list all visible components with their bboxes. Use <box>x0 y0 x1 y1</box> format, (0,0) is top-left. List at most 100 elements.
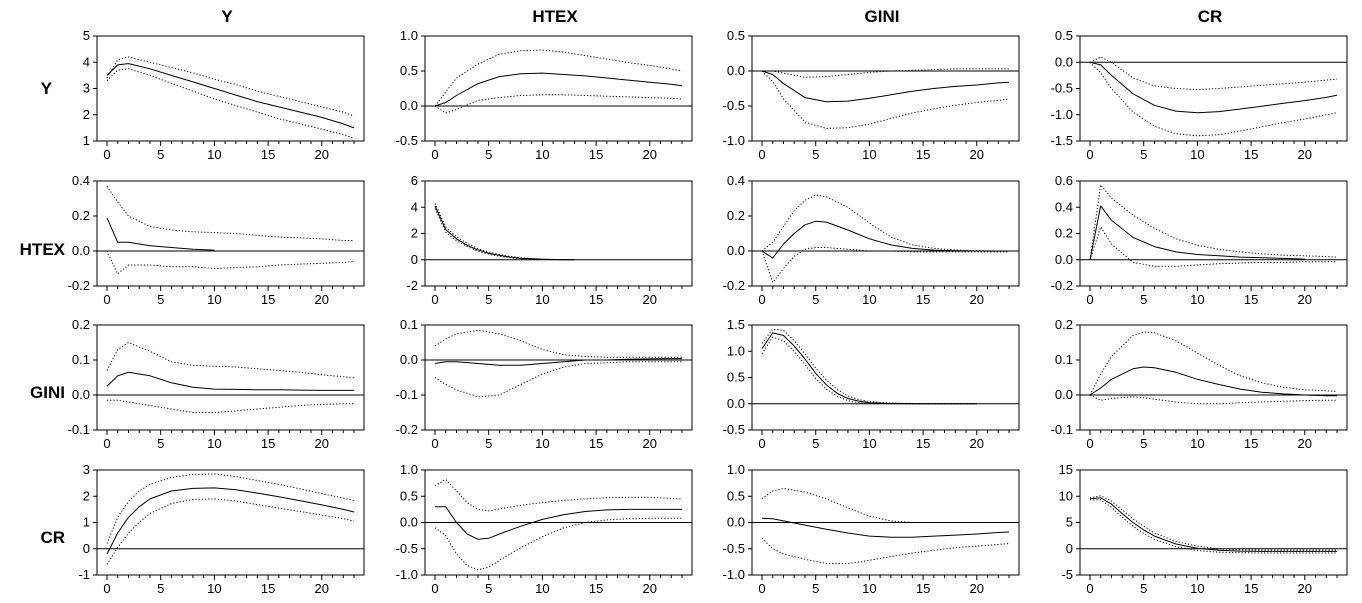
x-tick-label: 15 <box>916 581 930 596</box>
impulse-response-line <box>434 72 683 107</box>
panel-gini-gini: -0.5 0.0 0.5 1.0 1.5 0 5 10 15 20 <box>723 317 1020 451</box>
x-tick-label: 10 <box>207 581 221 596</box>
x-tick-label: 20 <box>970 581 984 596</box>
x-tick-label: 20 <box>643 292 657 307</box>
upper-confidence-band <box>762 68 1009 78</box>
x-tick-label: 5 <box>485 581 492 596</box>
panel-gini-y: -1.0 -0.5 0.0 0.5 0 5 10 15 20 <box>723 28 1020 162</box>
panel-y-cr: -1 0 1 2 3 0 5 10 15 20 <box>78 462 365 596</box>
y-tick-label: -0.5 <box>396 541 418 556</box>
x-tick-label: 20 <box>1298 147 1312 162</box>
x-tick-label: 15 <box>261 436 275 451</box>
x-tick-label: 20 <box>970 436 984 451</box>
y-tick-label: 0.5 <box>727 28 745 43</box>
x-tick-label: 10 <box>1190 436 1204 451</box>
x-tick-label: 15 <box>1244 436 1258 451</box>
panel-cr-htex: -0.2 0.0 0.2 0.4 0.6 0 5 10 15 20 <box>1051 173 1348 307</box>
upper-confidence-band <box>1089 184 1338 260</box>
x-tick-label: 20 <box>315 581 329 596</box>
x-tick-label: 15 <box>1244 292 1258 307</box>
x-tick-label: 10 <box>1190 147 1204 162</box>
column-title-gini: GINI <box>865 7 900 26</box>
x-tick-label: 0 <box>758 292 765 307</box>
y-tick-label: 5 <box>83 28 90 43</box>
y-tick-label: 0 <box>1066 541 1073 556</box>
x-tick-label: 15 <box>589 147 603 162</box>
x-tick-label: 15 <box>261 292 275 307</box>
impulse-response-line <box>1089 61 1338 114</box>
x-tick-label: 5 <box>157 292 164 307</box>
y-tick-label: -2 <box>406 278 418 293</box>
y-tick-label: 0.1 <box>1055 352 1073 367</box>
y-tick-label: -0.2 <box>723 278 745 293</box>
y-tick-label: 0.6 <box>1055 173 1073 188</box>
lower-confidence-band <box>106 68 355 139</box>
upper-confidence-band <box>1089 495 1337 551</box>
x-tick-label: 0 <box>758 436 765 451</box>
y-tick-label: -1.0 <box>396 567 418 582</box>
lower-confidence-band <box>106 250 355 275</box>
y-tick-label: 3 <box>83 81 90 96</box>
y-tick-label: 0.0 <box>727 396 745 411</box>
y-tick-label: 0.4 <box>727 173 745 188</box>
x-tick-label: 5 <box>1140 581 1147 596</box>
x-tick-label: 15 <box>589 581 603 596</box>
y-tick-label: -1.5 <box>1051 133 1073 148</box>
x-tick-label: 5 <box>157 147 164 162</box>
x-tick-label: 15 <box>916 436 930 451</box>
plot-frame <box>96 180 365 287</box>
upper-confidence-band <box>106 56 355 117</box>
impulse-response-line <box>106 371 354 391</box>
x-tick-label: 0 <box>431 581 438 596</box>
plot-frame <box>1079 35 1348 142</box>
y-tick-label: 1.0 <box>400 462 418 477</box>
impulse-response-line <box>761 220 1009 259</box>
y-tick-label: 1.0 <box>727 343 745 358</box>
x-tick-label: 20 <box>315 292 329 307</box>
x-tick-label: 10 <box>862 581 876 596</box>
x-tick-label: 5 <box>812 436 819 451</box>
y-tick-label: 0.2 <box>72 317 90 332</box>
x-tick-label: 10 <box>535 581 549 596</box>
x-tick-label: 0 <box>103 292 110 307</box>
y-tick-label: 0.2 <box>72 208 90 223</box>
y-tick-label: 0.2 <box>1055 317 1073 332</box>
plot-frame <box>751 35 1020 142</box>
panel-htex-htex: -2 0 2 4 6 0 5 10 15 20 <box>406 173 693 307</box>
y-tick-label: -0.1 <box>68 422 90 437</box>
y-tick-label: 0.2 <box>727 208 745 223</box>
upper-confidence-band <box>761 328 977 405</box>
x-tick-label: 20 <box>643 581 657 596</box>
impulse-response-line <box>1089 366 1337 397</box>
panel-y-htex: -0.2 0.0 0.2 0.4 0 5 10 15 20 <box>68 173 365 307</box>
lower-confidence-band <box>761 336 977 405</box>
x-tick-label: 5 <box>157 581 164 596</box>
y-tick-label: -1.0 <box>723 133 745 148</box>
lower-confidence-band <box>434 361 682 398</box>
x-tick-label: 10 <box>862 292 876 307</box>
plot-frame <box>1079 180 1348 287</box>
y-tick-label: 2 <box>411 226 418 241</box>
upper-confidence-band <box>106 473 355 544</box>
y-tick-label: 0.0 <box>1055 387 1073 402</box>
upper-confidence-band <box>761 194 1009 252</box>
x-tick-label: 15 <box>1244 581 1258 596</box>
y-tick-label: 0.4 <box>72 173 90 188</box>
x-tick-label: 10 <box>1190 292 1204 307</box>
y-tick-label: 0.1 <box>72 352 90 367</box>
lower-confidence-band <box>434 94 683 114</box>
panel-htex-gini: -0.2 -0.1 0.0 0.1 0 5 10 15 20 <box>396 317 693 451</box>
x-tick-label: 10 <box>1190 581 1204 596</box>
plot-frame <box>96 35 365 142</box>
column-title-y: Y <box>221 7 233 26</box>
y-tick-label: 0.2 <box>1055 226 1073 241</box>
y-tick-label: -0.1 <box>1051 422 1073 437</box>
x-tick-label: 15 <box>916 292 930 307</box>
impulse-response-line <box>435 506 682 540</box>
y-tick-label: 1.0 <box>400 28 418 43</box>
plot-frame <box>424 324 693 431</box>
y-tick-label: 0.0 <box>72 243 90 258</box>
plot-frame <box>1079 324 1348 431</box>
lower-confidence-band <box>107 399 354 413</box>
y-tick-label: -0.5 <box>723 422 745 437</box>
